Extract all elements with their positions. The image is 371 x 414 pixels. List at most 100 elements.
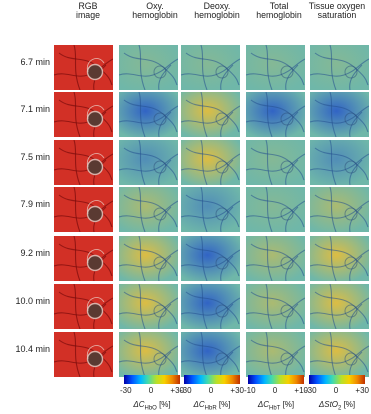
row-label-time: 6.7 min xyxy=(20,57,50,67)
tick-label: -30 xyxy=(180,386,192,395)
header-text: Tissue oxygen saturation xyxy=(308,1,366,21)
rgb-image-tile xyxy=(54,45,113,90)
vessel-line xyxy=(329,140,337,185)
probe-outline xyxy=(153,160,167,174)
colorbar-oxy xyxy=(124,375,180,384)
tick-label: 0 xyxy=(272,386,278,395)
rgb-image-tile xyxy=(54,187,113,232)
header-text: RGB image xyxy=(76,1,100,21)
tick-label: +30 xyxy=(170,386,184,395)
hemodynamic-map-tile xyxy=(246,92,305,137)
probe-outline xyxy=(215,207,229,221)
vessel-line xyxy=(310,249,369,268)
probe-outline xyxy=(344,65,358,79)
vessel-line xyxy=(158,64,172,90)
probe-outline xyxy=(215,352,229,366)
rgb-image-tile xyxy=(54,332,113,377)
hemodynamic-map-tile xyxy=(310,45,369,90)
vessel-line xyxy=(138,284,146,329)
colorbar-label: ΔCHbT [%] xyxy=(243,400,309,414)
vessel-line xyxy=(349,206,363,232)
probe-outline xyxy=(153,65,167,79)
probe-outline xyxy=(153,256,167,270)
vessel-line xyxy=(285,303,299,329)
vessel-line xyxy=(138,92,146,137)
probe-arc xyxy=(86,345,105,360)
vessel-line xyxy=(246,58,305,77)
rgb-image-tile xyxy=(54,236,113,281)
colorbar-total xyxy=(248,375,304,384)
hemodynamic-map-tile xyxy=(181,92,240,137)
vessel-line xyxy=(158,255,172,281)
vessel-line xyxy=(265,92,273,137)
vessel-line xyxy=(220,351,234,377)
colorbar-ticks: -10 0 +10 xyxy=(244,386,308,395)
colorbar-ticks: -30 0 +30 xyxy=(120,386,184,395)
label-unit: [%] xyxy=(280,400,295,409)
vessel-line xyxy=(220,64,234,90)
vessel-line xyxy=(181,58,240,77)
vessel-line xyxy=(119,297,178,316)
vessel-line xyxy=(285,351,299,377)
colorbar-label: ΔCHbR [%] xyxy=(179,400,245,414)
vessel-line xyxy=(119,345,178,364)
vessel-line xyxy=(310,297,369,316)
vessel-line xyxy=(220,255,234,281)
vessel-line xyxy=(329,187,337,232)
vessel-line xyxy=(349,351,363,377)
probe-outline xyxy=(280,207,294,221)
label-unit: [%] xyxy=(216,400,231,409)
vessel-line xyxy=(310,200,369,219)
row-label-time: 9.2 min xyxy=(20,248,50,258)
probe-outline xyxy=(344,207,358,221)
vessel-line xyxy=(73,332,81,377)
vessel-line xyxy=(158,111,172,137)
probe-hole xyxy=(86,158,104,176)
vessel-line xyxy=(349,255,363,281)
vessel-line xyxy=(220,159,234,185)
vessel-line xyxy=(285,111,299,137)
hemodynamic-map-tile xyxy=(181,332,240,377)
column-header-deoxy: Deoxy. hemoglobin xyxy=(184,1,250,21)
tick-label: -10 xyxy=(244,386,256,395)
vessel-line xyxy=(246,105,305,124)
vessel-line xyxy=(119,200,178,219)
vessel-line xyxy=(285,255,299,281)
hemodynamic-map-tile xyxy=(310,92,369,137)
vessel-line xyxy=(181,200,240,219)
probe-arc xyxy=(86,297,105,312)
probe-outline xyxy=(153,112,167,126)
label-subscript: HbO xyxy=(144,405,157,412)
vessel-line xyxy=(73,140,81,185)
row-label-time: 7.5 min xyxy=(20,152,50,162)
vessel-line xyxy=(181,345,240,364)
vessel-line xyxy=(158,351,172,377)
probe-arc xyxy=(86,105,105,120)
probe-hole xyxy=(86,205,104,223)
header-text: Deoxy. hemoglobin xyxy=(194,1,240,21)
probe-outline xyxy=(280,160,294,174)
vessel-line xyxy=(246,249,305,268)
vessel-line xyxy=(349,303,363,329)
hemodynamic-map-tile xyxy=(310,140,369,185)
vessel-line xyxy=(158,303,172,329)
vessel-line xyxy=(73,45,81,90)
vessel-line xyxy=(310,345,369,364)
vessel-line xyxy=(220,111,234,137)
probe-hole xyxy=(86,63,104,81)
label-unit: [%] xyxy=(156,400,171,409)
vessel-line xyxy=(158,159,172,185)
label-symbol: ΔC xyxy=(193,400,205,409)
probe-outline xyxy=(215,304,229,318)
probe-hole xyxy=(86,254,104,272)
vessel-line xyxy=(265,332,273,377)
vessel-line xyxy=(246,200,305,219)
tick-label: 0 xyxy=(208,386,214,395)
header-text: Oxy. hemoglobin xyxy=(132,1,178,21)
vessel-line xyxy=(119,249,178,268)
tick-label: +30 xyxy=(355,386,369,395)
probe-arc xyxy=(86,58,105,73)
vessel-line xyxy=(181,249,240,268)
vessel-line xyxy=(200,45,208,90)
hemodynamic-map-tile xyxy=(246,45,305,90)
